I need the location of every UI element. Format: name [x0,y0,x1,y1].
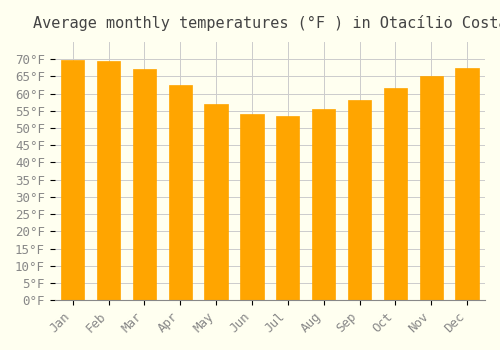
Bar [61,60,84,300]
Bar [312,109,336,300]
Bar [97,61,120,300]
Bar [348,100,371,300]
Bar [204,104,228,300]
Bar [132,69,156,300]
Bar [384,89,407,300]
Bar [168,85,192,300]
Bar [276,116,299,300]
Bar [456,68,478,300]
Bar [420,76,443,300]
Title: Average monthly temperatures (°F ) in Otacílio Costa: Average monthly temperatures (°F ) in Ot… [32,15,500,31]
Bar [240,114,264,300]
